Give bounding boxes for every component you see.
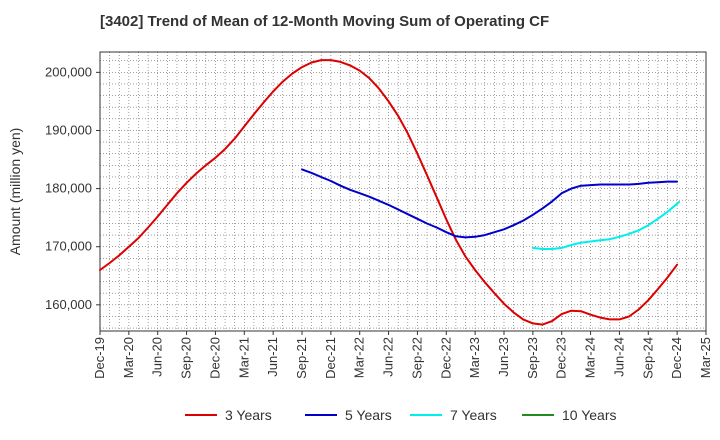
y-tick-label: 200,000 [45, 64, 92, 79]
x-tick-label: Mar-24 [583, 337, 598, 378]
x-tick-label: Sep-22 [409, 337, 424, 379]
x-tick-label: Jun-20 [150, 337, 165, 377]
x-tick-label: Jun-24 [611, 337, 626, 377]
x-tick-label: Jun-21 [265, 337, 280, 377]
plot-frame [99, 51, 707, 332]
x-tick-label: Sep-23 [525, 337, 540, 379]
x-tick-label: Mar-25 [698, 337, 713, 378]
legend-label-5-years: 5 Years [345, 407, 392, 423]
x-tick-label: Sep-24 [640, 337, 655, 379]
y-tick-label: 170,000 [45, 239, 92, 254]
x-tick-label: Mar-22 [352, 337, 367, 378]
chart-title: [3402] Trend of Mean of 12-Month Moving … [100, 13, 550, 30]
x-tick-label: Mar-23 [467, 337, 482, 378]
legend-label-7-years: 7 Years [450, 407, 497, 423]
y-axis-label: Amount (million yen) [7, 128, 23, 256]
x-tick-label: Dec-24 [669, 337, 684, 379]
x-tick-label: Sep-20 [179, 337, 194, 379]
series-line-5-years [301, 168, 679, 239]
legend-label-3-years: 3 Years [225, 407, 272, 423]
y-tick-label: 160,000 [45, 297, 92, 312]
x-tick-label: Sep-21 [294, 337, 309, 379]
plot-area [100, 52, 706, 331]
y-tick-label: 190,000 [45, 122, 92, 137]
x-tick-label: Dec-22 [438, 337, 453, 379]
x-tick-label: Dec-21 [323, 337, 338, 379]
x-tick-label: Mar-20 [121, 337, 136, 378]
x-tick-label: Mar-21 [236, 337, 251, 378]
x-tick-label: Dec-23 [554, 337, 569, 379]
x-tick-label: Dec-20 [207, 337, 222, 379]
x-tick-label: Dec-19 [92, 337, 107, 379]
y-tick-label: 180,000 [45, 181, 92, 196]
x-tick-label: Jun-22 [381, 337, 396, 377]
x-tick-label: Jun-23 [496, 337, 511, 377]
legend-label-10-years: 10 Years [562, 407, 617, 423]
series-line-3-years [99, 59, 679, 326]
series-line-7-years [531, 201, 681, 250]
